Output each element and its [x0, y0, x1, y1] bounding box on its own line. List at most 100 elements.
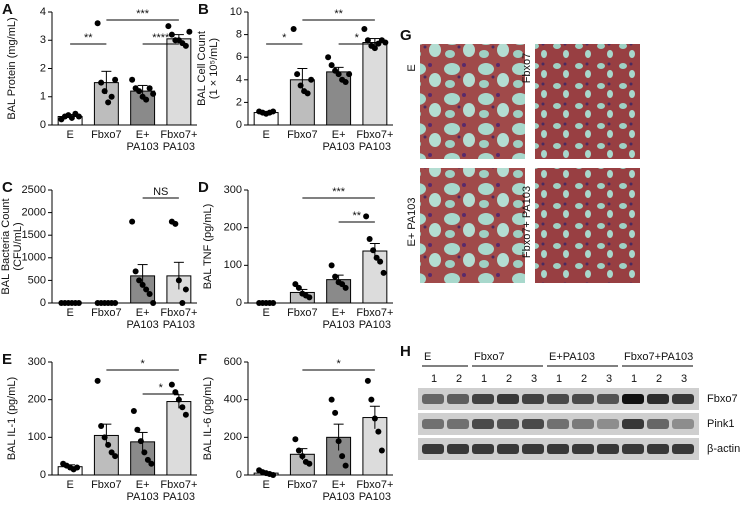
data-point — [112, 76, 119, 83]
y-tick-label: 200 — [224, 431, 242, 443]
y-tick-label: 0 — [236, 119, 242, 131]
data-point — [101, 434, 108, 441]
x-tick-label: Fbxo7+ PA103 — [356, 129, 393, 153]
group-label: Fbxo7 — [474, 351, 505, 363]
data-point — [179, 300, 186, 306]
data-point — [339, 281, 346, 288]
image-label: Fbxo7+ PA103 — [521, 186, 533, 258]
blot-band — [497, 419, 519, 429]
data-point — [308, 76, 315, 83]
data-point — [179, 404, 186, 411]
histology-image — [420, 168, 525, 283]
y-tick-label: 3 — [40, 34, 46, 46]
data-point — [105, 99, 112, 106]
blot-band — [422, 444, 444, 454]
data-point — [74, 464, 81, 471]
blot-band — [497, 444, 519, 454]
panel-label: F — [198, 351, 207, 368]
panel-label: D — [198, 179, 209, 196]
y-tick-label: 0 — [236, 469, 242, 481]
data-point — [375, 428, 382, 435]
data-point — [371, 45, 378, 52]
x-tick-label: Fbxo7 — [287, 479, 318, 491]
data-point — [346, 71, 353, 78]
blot-band — [472, 444, 494, 454]
data-point — [304, 90, 311, 97]
blot-band — [672, 444, 694, 454]
data-point — [143, 286, 150, 293]
data-point — [132, 268, 139, 275]
y-axis-label: (CFU/mL) — [12, 222, 24, 270]
y-tick-label: 0 — [236, 297, 242, 309]
data-point — [292, 281, 299, 288]
significance-label: ** — [84, 32, 93, 44]
data-point — [380, 269, 387, 276]
data-point — [295, 284, 302, 291]
blot-band — [597, 444, 619, 454]
lane-label: 3 — [606, 373, 612, 385]
y-axis-label: BAL TNF (pg/mL) — [202, 204, 214, 290]
data-point — [335, 438, 342, 445]
significance-label: * — [140, 358, 145, 370]
data-point — [98, 79, 105, 86]
y-tick-label: 4 — [236, 74, 242, 86]
error-bar — [333, 423, 344, 451]
blot-band — [572, 394, 594, 404]
lane-label: 2 — [506, 373, 512, 385]
y-tick-label: 200 — [224, 222, 242, 234]
data-point — [129, 76, 136, 83]
significance-label: *** — [136, 8, 150, 20]
data-point — [342, 79, 349, 86]
data-point — [130, 407, 137, 414]
y-tick-label: 1000 — [22, 252, 46, 264]
data-point — [141, 449, 148, 456]
data-point — [148, 460, 155, 467]
significance-label: ** — [352, 210, 361, 222]
blot-band — [522, 419, 544, 429]
data-point — [297, 82, 304, 89]
blot-band — [497, 394, 519, 404]
lane-label: 1 — [556, 373, 562, 385]
blot-band — [647, 419, 669, 429]
blot-band — [472, 419, 494, 429]
data-point — [306, 460, 313, 467]
data-point — [136, 277, 143, 284]
y-tick-label: 10 — [230, 6, 242, 18]
data-point — [370, 247, 377, 254]
lane-label: 1 — [431, 373, 437, 385]
y-axis-label: BAL Cell Count — [196, 31, 208, 106]
blot-band — [472, 394, 494, 404]
x-tick-label: E — [262, 307, 269, 319]
data-point — [377, 258, 384, 265]
data-point — [186, 28, 193, 35]
error-bar — [369, 38, 380, 47]
panel-label: C — [2, 179, 13, 196]
data-point — [134, 426, 141, 433]
data-point — [112, 300, 119, 306]
data-point — [150, 90, 157, 97]
bar — [362, 42, 388, 126]
lane-label: 2 — [656, 373, 662, 385]
image-label: E — [406, 64, 418, 71]
y-tick-label: 2000 — [22, 207, 46, 219]
y-tick-label: 100 — [224, 259, 242, 271]
blot-band — [597, 419, 619, 429]
x-tick-label: E — [262, 129, 269, 141]
blot-band — [422, 419, 444, 429]
data-point — [378, 447, 385, 454]
data-point — [94, 377, 101, 384]
blot-band — [622, 419, 644, 429]
panel-label: A — [2, 1, 13, 18]
data-point — [168, 31, 175, 38]
x-tick-label: Fbxo7+ PA103 — [160, 307, 197, 331]
y-axis-label: BAL Protein (mg/mL) — [6, 17, 18, 119]
group-label: E+PA103 — [549, 351, 595, 363]
data-point — [175, 396, 182, 403]
data-point — [75, 300, 82, 306]
data-point — [146, 290, 153, 297]
blot-band — [672, 419, 694, 429]
data-point — [328, 262, 335, 269]
lane-label: 2 — [581, 373, 587, 385]
y-tick-label: 4 — [40, 6, 46, 18]
